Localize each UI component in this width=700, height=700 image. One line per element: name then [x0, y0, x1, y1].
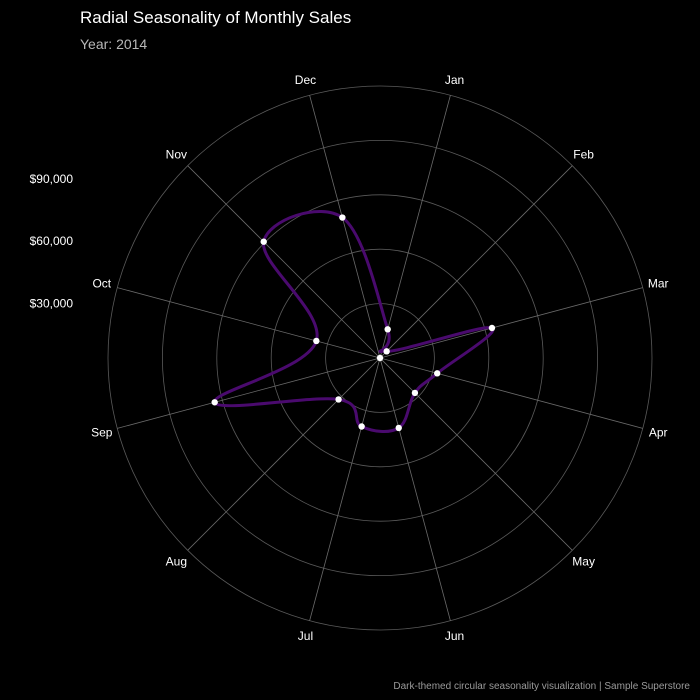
- grid-ring: [161, 139, 599, 577]
- chart-caption: Dark-themed circular seasonality visuali…: [393, 681, 690, 692]
- grid-spoke: [309, 95, 381, 359]
- data-point: [433, 370, 441, 377]
- grid-spoke: [117, 287, 381, 359]
- data-point: [211, 399, 218, 406]
- chart-subtitle: Year: 2014: [80, 36, 147, 52]
- month-label: Feb: [573, 147, 594, 161]
- data-point: [358, 423, 365, 430]
- data-point: [411, 389, 419, 397]
- grid-spoke: [379, 95, 451, 359]
- month-label: Aug: [166, 555, 187, 569]
- month-label: Jul: [298, 629, 313, 643]
- data-points: [211, 214, 496, 432]
- origin-point: [376, 354, 384, 362]
- data-point: [488, 324, 496, 332]
- month-label: May: [572, 555, 595, 569]
- grid-spoke: [379, 287, 643, 359]
- month-label: Jan: [445, 73, 464, 87]
- grid-spoke: [187, 357, 381, 551]
- month-label: Dec: [295, 73, 316, 87]
- grid-ring: [107, 85, 653, 631]
- month-label: Apr: [649, 426, 668, 440]
- month-label: Nov: [166, 147, 187, 161]
- data-point: [260, 238, 267, 245]
- radial-tick-label: $30,000: [30, 297, 74, 311]
- month-label: Sep: [91, 426, 113, 440]
- radial-tick-label: $60,000: [30, 234, 74, 248]
- grid-spoke: [117, 357, 381, 429]
- radial-tick-label: $90,000: [30, 172, 74, 186]
- data-point: [339, 214, 346, 221]
- data-point: [313, 337, 320, 345]
- data-point: [384, 326, 391, 333]
- grid-spoke: [379, 357, 643, 429]
- chart-title: Radial Seasonality of Monthly Sales: [80, 8, 351, 27]
- series-layer: [213, 210, 495, 433]
- radial-tick-labels: $30,000 $60,000 $90,000: [30, 172, 74, 311]
- data-point: [335, 396, 342, 403]
- month-label: Oct: [92, 276, 111, 290]
- grid-spoke: [309, 357, 381, 621]
- month-labels: Jan Feb Mar Apr May Jun Jul Aug Sep Oct Nov Dec: [91, 73, 668, 643]
- grid-spoke: [379, 357, 573, 551]
- data-point: [395, 424, 402, 432]
- month-label: Jun: [445, 629, 464, 643]
- grid-spoke: [379, 165, 573, 359]
- data-point: [383, 348, 390, 355]
- grid-rings: [107, 85, 653, 631]
- grid-ring: [270, 248, 490, 468]
- grid-ring: [216, 194, 544, 522]
- grid-spoke: [187, 165, 381, 359]
- grid-spoke: [379, 357, 451, 621]
- grid-spokes: [117, 95, 643, 621]
- month-label: Mar: [648, 276, 669, 290]
- series-line: [213, 210, 495, 433]
